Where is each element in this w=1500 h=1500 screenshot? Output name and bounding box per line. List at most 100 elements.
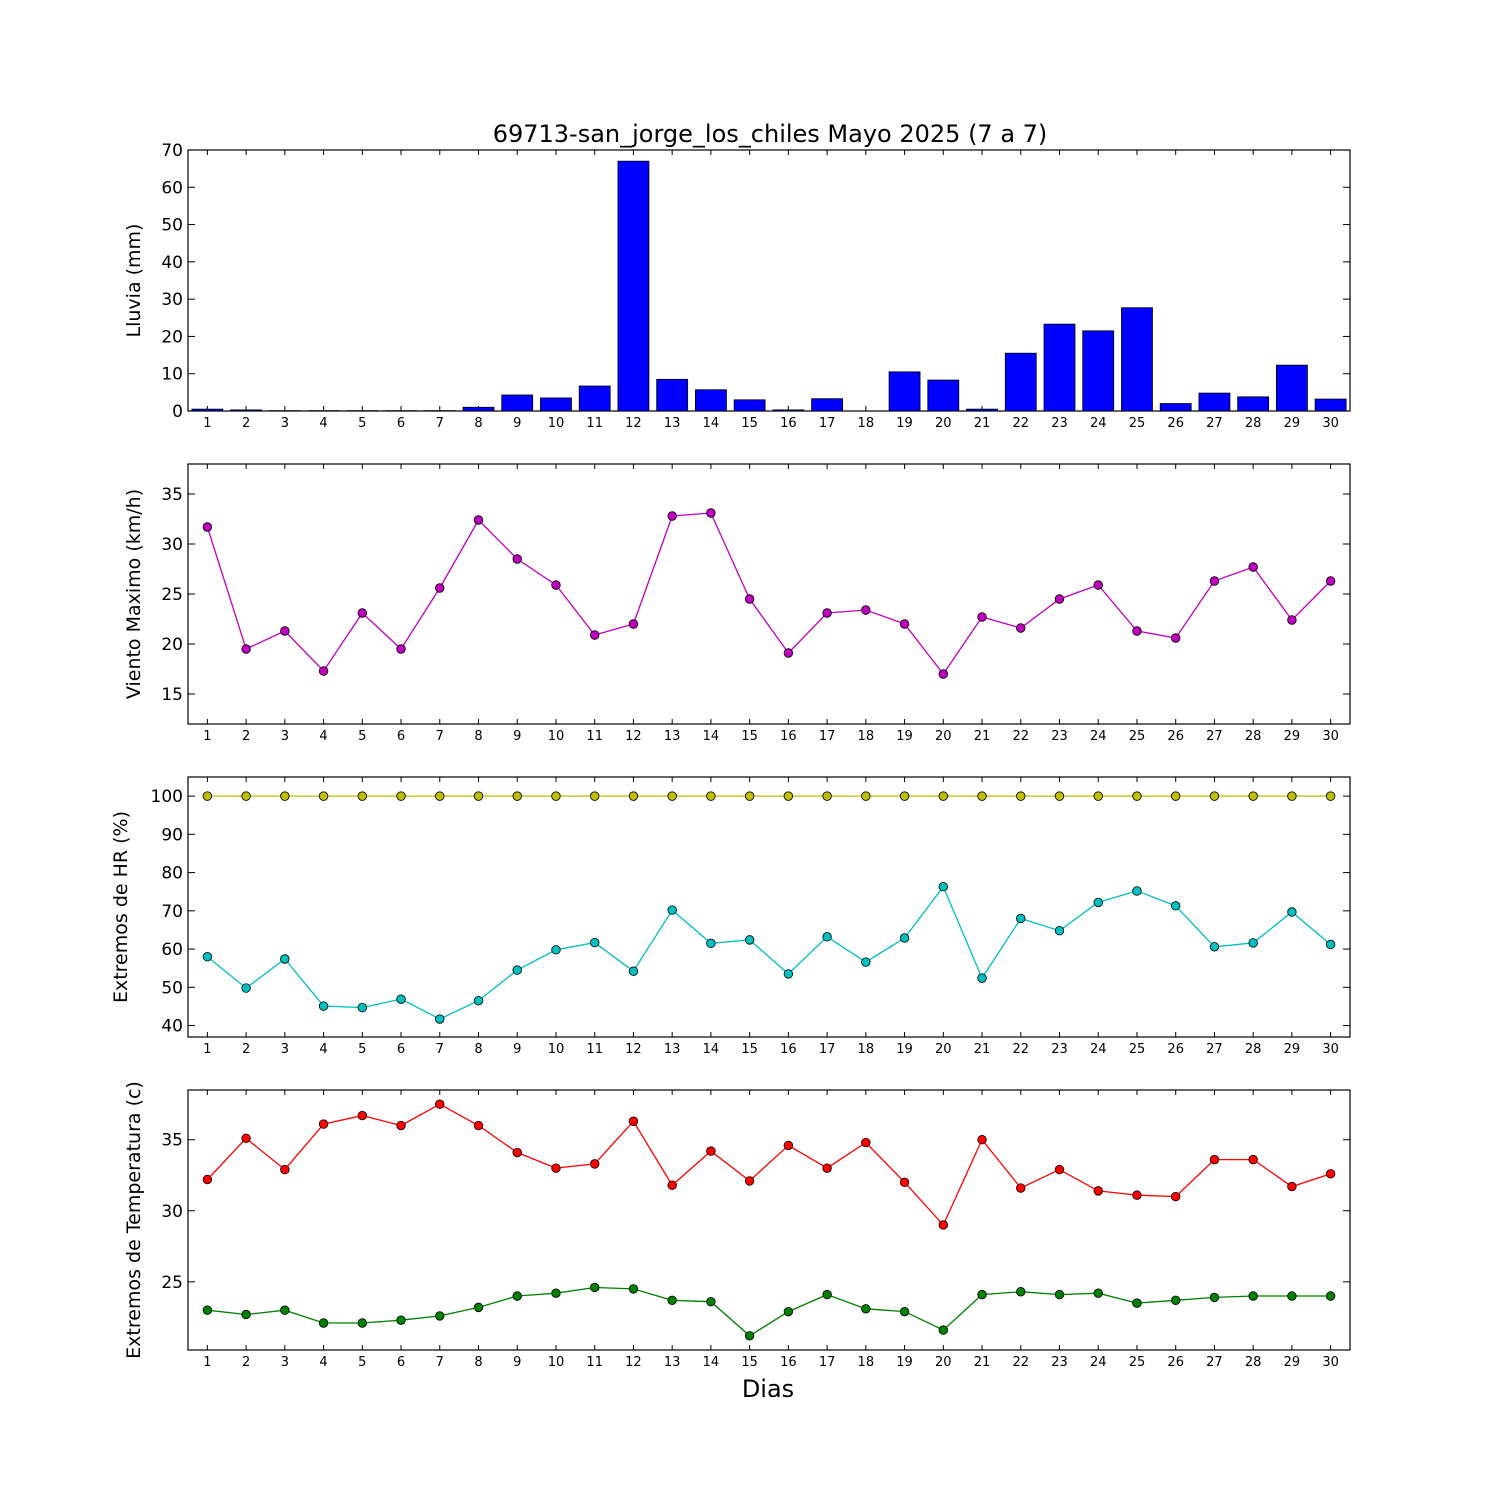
y-tick-label: 25 xyxy=(161,585,183,605)
data-point xyxy=(318,1001,329,1011)
x-tick-label: 21 xyxy=(974,729,991,744)
x-tick-label: 29 xyxy=(1284,1042,1301,1057)
data-point xyxy=(667,1295,677,1305)
x-tick-label: 28 xyxy=(1245,1355,1262,1370)
data-point xyxy=(1170,1191,1181,1202)
data-point xyxy=(1170,791,1181,801)
data-point xyxy=(318,791,329,801)
x-tick-label: 27 xyxy=(1206,1355,1223,1370)
data-point xyxy=(628,966,639,976)
data-point xyxy=(1209,942,1220,952)
x-tick-label: 23 xyxy=(1051,416,1068,431)
data-point xyxy=(899,619,910,629)
x-tick-label: 2 xyxy=(242,416,250,431)
y-tick-label: 60 xyxy=(161,178,183,198)
panel-frame xyxy=(187,149,1351,412)
bar xyxy=(927,379,960,412)
data-point xyxy=(1170,901,1181,911)
data-point xyxy=(435,1099,445,1109)
x-tick-label: 19 xyxy=(896,1042,913,1057)
x-tick-label: 22 xyxy=(1012,1355,1029,1370)
x-tick-label: 22 xyxy=(1012,729,1029,744)
bar xyxy=(617,160,650,412)
x-tick-label: 27 xyxy=(1206,416,1223,431)
x-tick-label: 28 xyxy=(1245,416,1262,431)
x-tick-label: 5 xyxy=(358,416,366,431)
x-tick-label: 6 xyxy=(397,416,405,431)
data-point xyxy=(1093,580,1103,590)
x-tick-label: 9 xyxy=(513,729,521,744)
x-tick-label: 13 xyxy=(664,729,681,744)
x-tick-label: 30 xyxy=(1322,1355,1339,1370)
y-tick-label: 40 xyxy=(161,253,183,273)
data-point xyxy=(396,994,406,1004)
data-point xyxy=(512,965,522,975)
data-point xyxy=(706,938,716,949)
bar xyxy=(811,398,843,412)
data-point xyxy=(899,1306,910,1317)
x-tick-label: 16 xyxy=(780,1355,797,1370)
data-point xyxy=(1325,1169,1336,1179)
data-point xyxy=(667,1180,677,1190)
x-tick-label: 27 xyxy=(1206,1042,1223,1057)
data-point xyxy=(1132,1298,1142,1308)
data-point xyxy=(318,666,329,676)
data-point xyxy=(861,791,871,801)
series-line xyxy=(206,512,1332,676)
x-tick-label: 8 xyxy=(474,729,482,744)
data-point xyxy=(1209,576,1220,586)
data-point xyxy=(202,522,213,532)
x-tick-label: 17 xyxy=(819,729,836,744)
data-point xyxy=(396,791,406,801)
x-tick-label: 15 xyxy=(741,1355,758,1370)
data-point xyxy=(396,644,406,654)
x-tick-label: 16 xyxy=(780,729,797,744)
data-point xyxy=(861,957,871,967)
data-point xyxy=(667,905,677,915)
data-point xyxy=(861,1304,871,1314)
bar xyxy=(966,408,998,412)
x-tick-label: 28 xyxy=(1245,1042,1262,1057)
data-point xyxy=(1016,1287,1026,1297)
x-tick-label: 19 xyxy=(896,729,913,744)
bar xyxy=(1043,323,1076,412)
data-point xyxy=(357,1002,368,1013)
data-point xyxy=(1054,791,1065,801)
data-point xyxy=(357,608,368,618)
bar xyxy=(772,409,805,412)
data-point xyxy=(590,1159,600,1169)
data-point xyxy=(938,791,949,801)
data-point xyxy=(977,973,987,983)
x-tick-label: 23 xyxy=(1051,1355,1068,1370)
x-tick-label: 8 xyxy=(474,1042,482,1057)
data-point xyxy=(783,1140,794,1151)
bar xyxy=(1314,398,1347,412)
bar xyxy=(656,378,689,412)
data-point xyxy=(1016,623,1026,633)
x-tick-label: 9 xyxy=(513,1355,521,1370)
x-tick-label: 12 xyxy=(625,729,642,744)
x-tick-label: 8 xyxy=(474,1355,482,1370)
data-point xyxy=(241,644,251,654)
data-point xyxy=(744,1331,755,1341)
y-tick-label: 30 xyxy=(161,535,183,555)
x-tick-label: 11 xyxy=(586,1042,603,1057)
data-point xyxy=(783,791,794,801)
y-axis-label: Viento Maximo (km/h) xyxy=(123,489,145,699)
x-tick-label: 9 xyxy=(513,416,521,431)
data-point xyxy=(241,1133,251,1144)
y-tick-label: 30 xyxy=(161,290,183,310)
data-point xyxy=(1054,1164,1065,1175)
data-point xyxy=(551,945,561,955)
data-point xyxy=(590,630,600,640)
data-point xyxy=(357,1110,368,1121)
x-tick-label: 1 xyxy=(203,1042,211,1057)
data-point xyxy=(280,1305,290,1315)
data-point xyxy=(396,1315,406,1325)
x-tick-label: 6 xyxy=(397,729,405,744)
data-point xyxy=(899,933,910,943)
x-tick-label: 7 xyxy=(436,416,444,431)
